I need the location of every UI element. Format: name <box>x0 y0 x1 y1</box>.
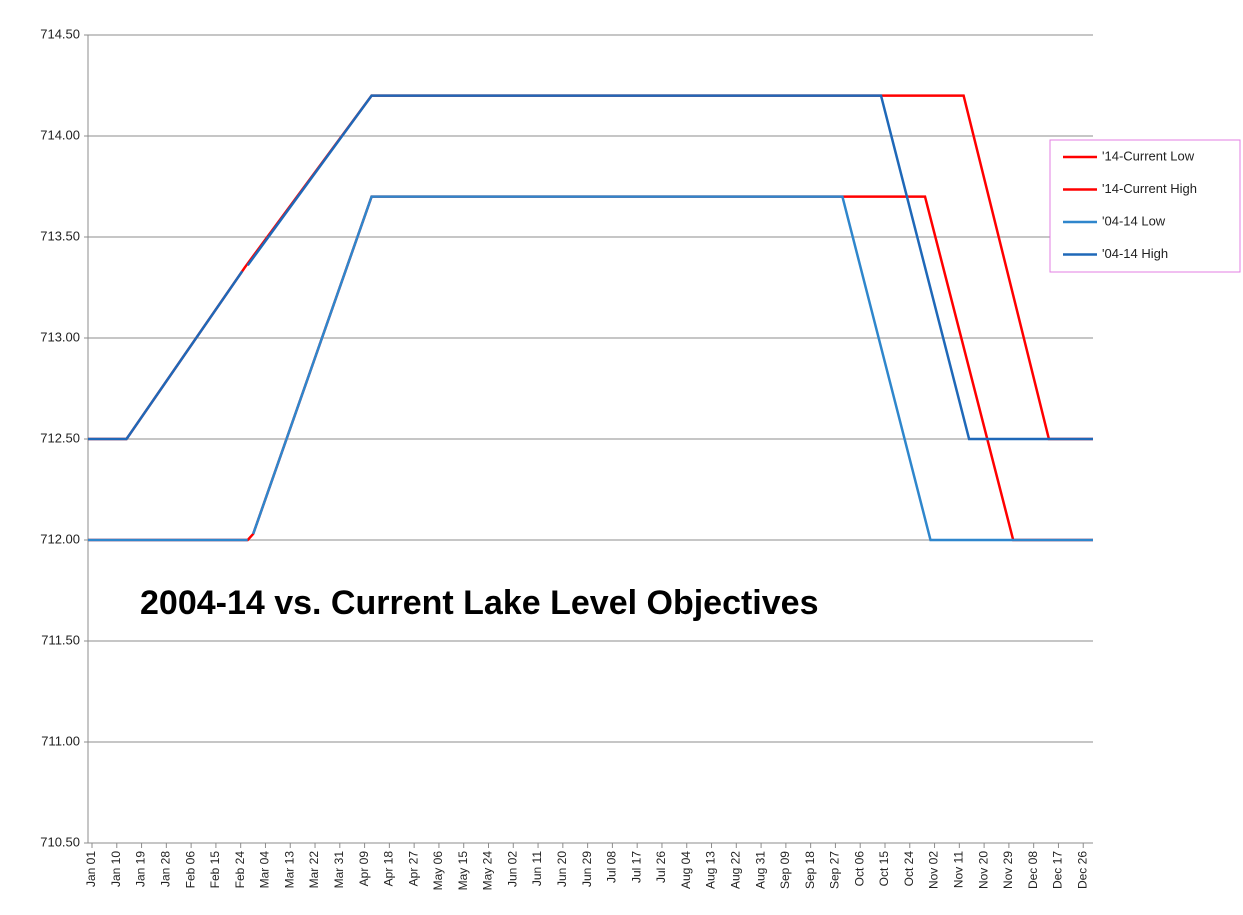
x-tick-label: Mar 13 <box>282 851 296 889</box>
legend-label: '14-Current Low <box>1102 148 1195 163</box>
x-tick-label: Jul 08 <box>605 851 619 883</box>
legend-label: '04-14 Low <box>1102 213 1166 228</box>
x-tick-label: Mar 04 <box>258 851 272 889</box>
x-tick-label: Aug 31 <box>753 851 767 889</box>
y-tick-label: 711.00 <box>41 733 80 748</box>
x-tick-label: Jun 20 <box>555 851 569 887</box>
x-tick-label: Dec 08 <box>1026 851 1040 889</box>
legend-label: '14-Current High <box>1102 181 1197 196</box>
series-line <box>88 195 1093 542</box>
x-tick-label: Nov 11 <box>952 851 966 888</box>
annotation: 2004-14 vs. Current Lake Level Objective… <box>140 584 818 622</box>
x-tick-label: Nov 29 <box>1001 851 1015 889</box>
y-tick-label: 712.00 <box>40 531 80 546</box>
x-tick-label: Jan 28 <box>159 851 173 887</box>
x-tick-label: Sep 18 <box>803 851 817 889</box>
x-tick-label: Nov 20 <box>976 851 990 889</box>
x-tick-label: Jan 01 <box>84 851 98 887</box>
x-tick-label: May 15 <box>456 851 470 891</box>
x-tick-label: Jan 19 <box>134 851 148 887</box>
series-line <box>88 195 1093 542</box>
x-tick-label: Dec 26 <box>1075 851 1089 889</box>
x-tick-label: Aug 22 <box>728 851 742 889</box>
y-tick-label: 713.50 <box>40 228 80 243</box>
y-tick-label: 713.00 <box>40 329 80 344</box>
x-tick-label: Apr 27 <box>406 851 420 887</box>
x-tick-label: May 06 <box>431 851 445 891</box>
x-tick-label: May 24 <box>481 851 495 891</box>
x-tick-label: Jun 11 <box>530 851 544 886</box>
x-tick-label: Jul 17 <box>629 851 643 883</box>
x-tick-label: Oct 06 <box>852 851 866 887</box>
y-tick-label: 714.50 <box>40 26 80 41</box>
x-tick-label: Nov 02 <box>927 851 941 889</box>
x-tick-label: Oct 15 <box>877 851 891 887</box>
legend: '14-Current Low '14-Current High '04-14 Lo… <box>1049 139 1241 273</box>
x-tick-label: Oct 24 <box>902 851 916 887</box>
x-tick-label: Dec 17 <box>1051 851 1065 889</box>
x-tick-label: Jun 29 <box>580 851 594 887</box>
legend-label: '04-14 High <box>1102 246 1168 261</box>
x-tick-label: Apr 09 <box>357 851 371 887</box>
x-tick-label: Aug 04 <box>679 851 693 889</box>
y-tick-label: 712.50 <box>40 430 80 445</box>
x-tick-label: Feb 24 <box>233 851 247 889</box>
x-tick-label: Mar 31 <box>332 851 346 889</box>
x-tick-label: Jul 26 <box>654 851 668 883</box>
x-tick-label: Mar 22 <box>307 851 321 889</box>
x-tick-label: Apr 18 <box>382 851 396 887</box>
x-tick-label: Jan 10 <box>109 851 123 887</box>
y-tick-label: 710.50 <box>40 834 80 849</box>
y-tick-label: 711.50 <box>41 632 80 647</box>
x-tick-label: Feb 06 <box>183 851 197 889</box>
x-tick-label: Aug 13 <box>704 851 718 889</box>
legend-box <box>1049 139 1241 273</box>
y-tick-label: 714.00 <box>40 127 80 142</box>
x-tick-label: Sep 09 <box>778 851 792 889</box>
x-tick-label: Sep 27 <box>828 851 842 889</box>
series-line <box>88 94 1093 441</box>
x-tick-label: Jun 02 <box>505 851 519 887</box>
x-tick-label: Feb 15 <box>208 851 222 889</box>
